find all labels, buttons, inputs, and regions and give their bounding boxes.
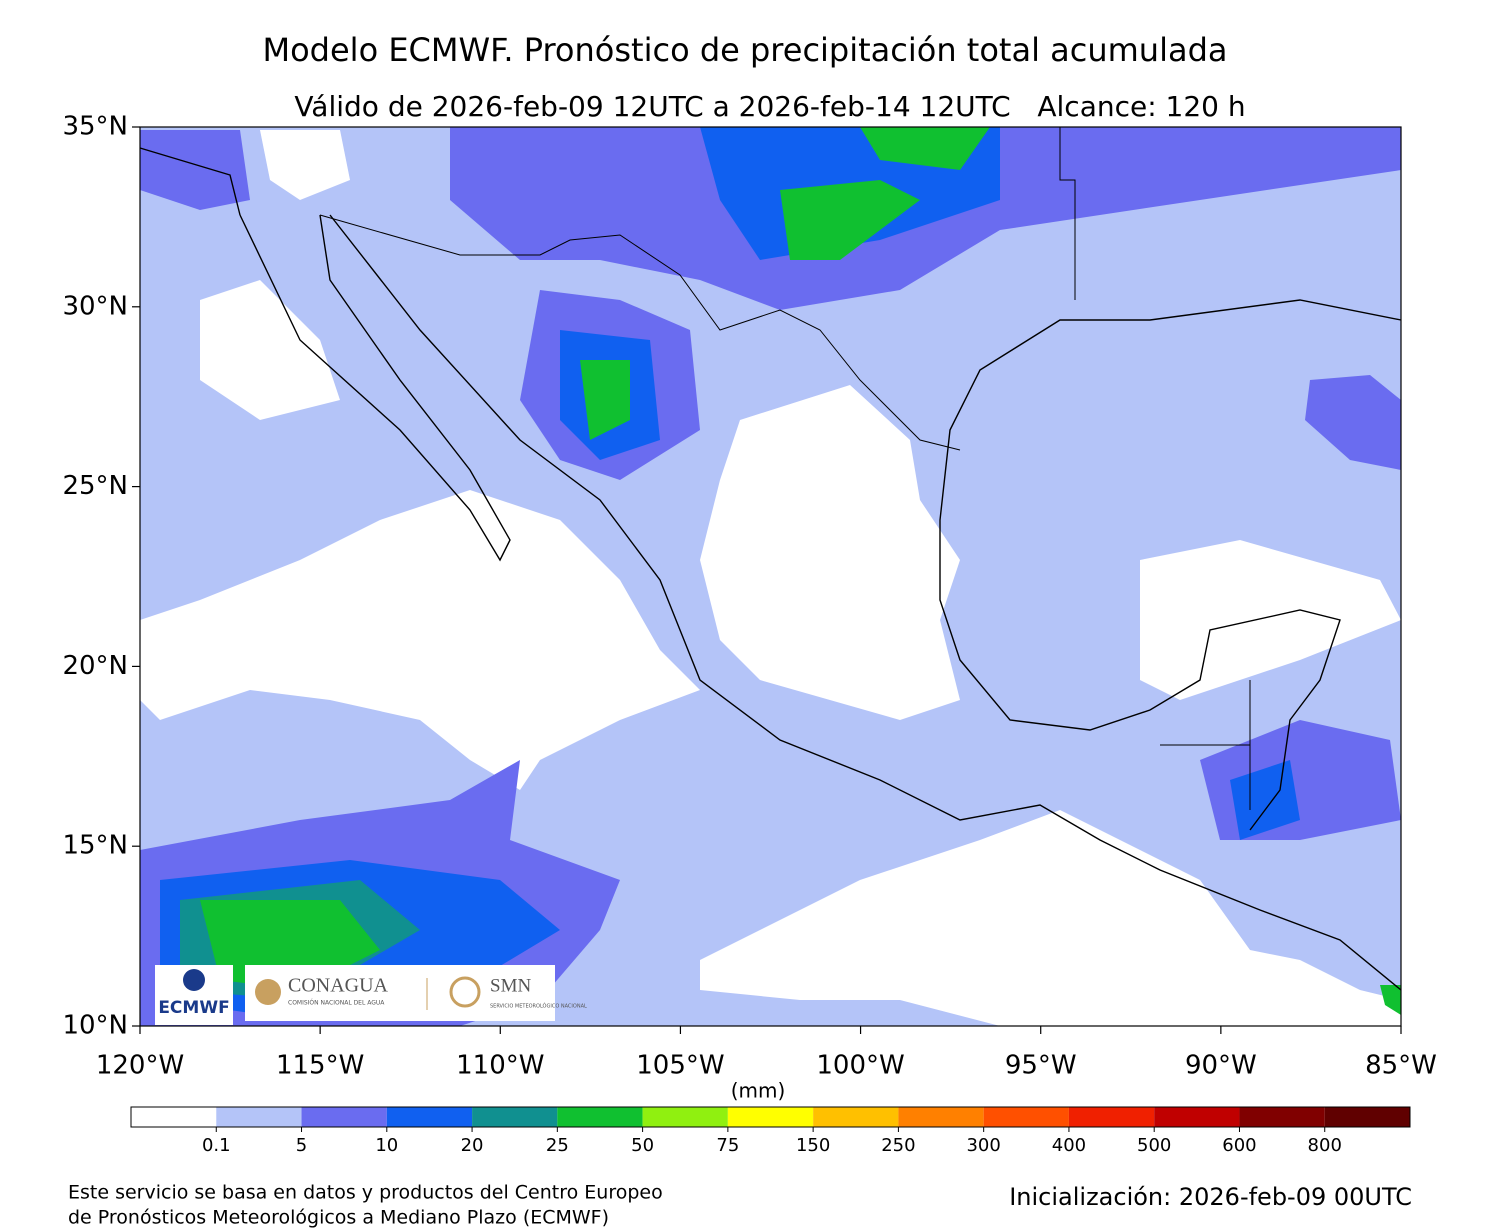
field-white bbox=[140, 490, 700, 790]
coastline bbox=[329, 214, 1402, 991]
field-5-10 bbox=[1305, 375, 1401, 470]
precip-field bbox=[140, 127, 1401, 1026]
colorbar-swatch bbox=[216, 1107, 302, 1127]
colorbar-tick-label: 500 bbox=[1137, 1135, 1171, 1156]
lon-tick-label: 105°W bbox=[636, 1051, 724, 1081]
field-white bbox=[200, 280, 340, 420]
colorbar-swatch bbox=[472, 1107, 558, 1127]
colorbar-tick-label: 0.1 bbox=[202, 1135, 231, 1156]
colorbar-tick-label: 10 bbox=[375, 1135, 398, 1156]
field-white bbox=[1140, 540, 1401, 700]
logo-icon bbox=[255, 979, 281, 1005]
lon-tick-label: 115°W bbox=[276, 1051, 364, 1081]
coastline bbox=[239, 214, 511, 562]
logo-conagua-sub: COMISIÓN NACIONAL DEL AGUA bbox=[288, 1000, 385, 1007]
coastlines bbox=[139, 127, 1402, 991]
colorbar-tick-label: 25 bbox=[546, 1135, 569, 1156]
coastline bbox=[939, 299, 1402, 831]
colorbar-tick-label: 600 bbox=[1222, 1135, 1256, 1156]
colorbar-swatch bbox=[1324, 1107, 1410, 1127]
lon-tick-label: 90°W bbox=[1185, 1051, 1257, 1081]
colorbar-tick-label: 5 bbox=[296, 1135, 307, 1156]
colorbar-tick-label: 150 bbox=[796, 1135, 830, 1156]
colorbar-swatch bbox=[131, 1107, 217, 1127]
colorbar-frame bbox=[130, 1106, 1411, 1128]
subtitle: Válido de 2026-feb-09 12UTC a 2026-feb-1… bbox=[294, 90, 1245, 123]
lon-tick-label: 85°W bbox=[1365, 1051, 1437, 1081]
colorbar-tick-label: 20 bbox=[461, 1135, 484, 1156]
logo-ecmwf: ECMWF bbox=[158, 998, 229, 1018]
field-25-50 bbox=[780, 180, 920, 260]
logo-conagua: CONAGUA bbox=[288, 975, 389, 997]
field-5-10 bbox=[140, 130, 250, 210]
logo-box bbox=[245, 965, 555, 1021]
border bbox=[1059, 127, 1076, 300]
border bbox=[319, 214, 961, 451]
logo-icon bbox=[449, 976, 481, 1008]
logos: ECMWF CONAGUA COMISIÓN NACIONAL DEL AGUA… bbox=[155, 965, 587, 1025]
coastline bbox=[139, 147, 241, 216]
colorbar-swatch bbox=[557, 1107, 643, 1127]
colorbar-tick-label: 800 bbox=[1308, 1135, 1342, 1156]
logo-icon bbox=[183, 969, 205, 991]
colorbar-tick-label: 250 bbox=[881, 1135, 915, 1156]
colorbar-tick-label: 300 bbox=[966, 1135, 1000, 1156]
credit-line: Este servicio se basa en datos y product… bbox=[68, 1182, 663, 1204]
lat-tick-label: 10°N bbox=[62, 1011, 128, 1041]
colorbar-swatch bbox=[1239, 1107, 1325, 1127]
logo-smn: SMN bbox=[490, 975, 531, 996]
colorbar-tick-label: 50 bbox=[631, 1135, 654, 1156]
plot-frame bbox=[139, 126, 1402, 1027]
lat-tick-label: 20°N bbox=[62, 651, 128, 681]
logo-smn-sub: SERVICIO METEOROLÓGICO NACIONAL bbox=[490, 1003, 587, 1010]
colorbar-swatch bbox=[898, 1107, 984, 1127]
lat-tick-label: 15°N bbox=[62, 831, 128, 861]
colorbar-swatch bbox=[727, 1107, 814, 1127]
field-white bbox=[700, 385, 960, 720]
colorbar-tick-label: 75 bbox=[716, 1135, 739, 1156]
field-25-50 bbox=[580, 360, 630, 440]
lon-tick-label: 100°W bbox=[816, 1051, 904, 1081]
colorbar-swatch bbox=[386, 1107, 473, 1127]
colorbar-swatch bbox=[301, 1107, 387, 1127]
credit-line: de Pronósticos Meteorológicos a Mediano … bbox=[68, 1207, 609, 1229]
field-10-20 bbox=[1230, 760, 1300, 840]
colorbar-swatch bbox=[813, 1107, 899, 1127]
lon-tick-label: 95°W bbox=[1005, 1051, 1077, 1081]
colorbar-swatch bbox=[983, 1107, 1069, 1127]
colorbar-label: (mm) bbox=[731, 1079, 786, 1103]
title: Modelo ECMWF. Pronóstico de precipitació… bbox=[262, 31, 1227, 69]
field-white bbox=[260, 130, 350, 200]
init-time: Inicialización: 2026-feb-09 00UTC bbox=[1009, 1183, 1412, 1211]
colorbar-swatch bbox=[642, 1107, 728, 1127]
lat-tick-label: 35°N bbox=[62, 112, 128, 142]
lat-tick-label: 25°N bbox=[62, 471, 128, 501]
field-25-50 bbox=[1380, 985, 1401, 1015]
colorbar-tick-label: 400 bbox=[1052, 1135, 1086, 1156]
lon-tick-label: 120°W bbox=[96, 1051, 184, 1081]
colorbar-swatch bbox=[1154, 1107, 1240, 1127]
lat-tick-label: 30°N bbox=[62, 291, 128, 321]
field-25-50 bbox=[860, 127, 990, 170]
colorbar-swatch bbox=[1068, 1107, 1155, 1127]
field-white bbox=[700, 810, 1401, 1026]
lon-tick-label: 110°W bbox=[456, 1051, 544, 1081]
